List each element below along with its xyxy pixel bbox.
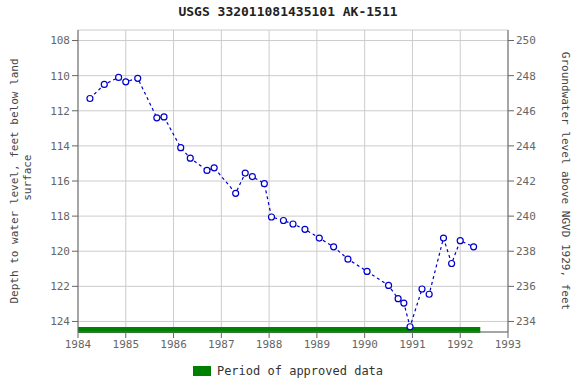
svg-text:236: 236 <box>516 280 536 293</box>
svg-text:116: 116 <box>50 175 70 188</box>
svg-text:114: 114 <box>50 140 70 153</box>
svg-text:1984: 1984 <box>65 338 92 351</box>
html-text:Period of approved data: Period of approved data <box>216 364 384 378</box>
svg-text:250: 250 <box>516 34 536 47</box>
svg-text:124: 124 <box>50 315 70 328</box>
svg-text:240: 240 <box>516 210 536 223</box>
html-text:USGS 332011081435101 AK-1511: USGS 332011081435101 AK-1511 <box>178 4 398 19</box>
svg-text:118: 118 <box>50 210 70 223</box>
svg-text:Depth to water level, feet bel: Depth to water level, feet below land su… <box>8 58 34 303</box>
svg-text:244: 244 <box>516 140 536 153</box>
svg-text:242: 242 <box>516 175 536 188</box>
svg-text:1990: 1990 <box>351 338 378 351</box>
svg-text:1985: 1985 <box>113 338 140 351</box>
svg-text:1988: 1988 <box>256 338 283 351</box>
svg-text:1987: 1987 <box>208 338 235 351</box>
svg-text:246: 246 <box>516 105 536 118</box>
svg-text:1986: 1986 <box>160 338 187 351</box>
svg-text:234: 234 <box>516 315 536 328</box>
svg-text:1992: 1992 <box>447 338 474 351</box>
svg-text:1991: 1991 <box>399 338 426 351</box>
svg-text:238: 238 <box>516 245 536 258</box>
svg-text:Groundwater level above NGVD 1: Groundwater level above NGVD 1929, feet <box>559 52 568 310</box>
svg-text:248: 248 <box>516 70 536 83</box>
svg-text:1993: 1993 <box>495 338 522 351</box>
svg-text:1989: 1989 <box>304 338 331 351</box>
svg-text:108: 108 <box>50 34 70 47</box>
svg-text:112: 112 <box>50 105 70 118</box>
svg-text:122: 122 <box>50 280 70 293</box>
svg-text:110: 110 <box>50 70 70 83</box>
svg-text:120: 120 <box>50 245 70 258</box>
